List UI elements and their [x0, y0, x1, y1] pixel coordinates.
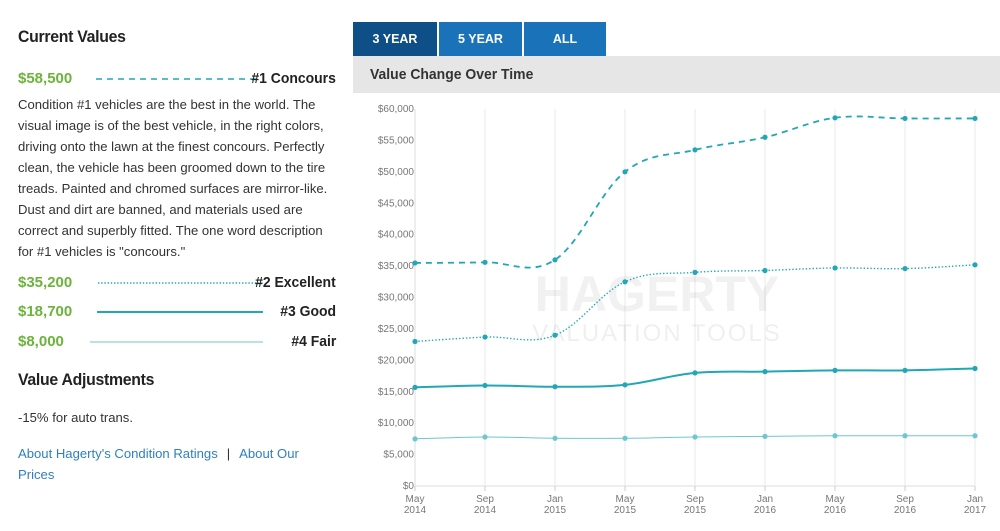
y-tick-label: $30,000: [378, 293, 415, 304]
data-point: [762, 134, 768, 140]
y-tick-label: $55,000: [378, 135, 415, 146]
y-tick-label: $60,000: [378, 104, 415, 115]
data-point: [692, 147, 698, 153]
link-separator: |: [226, 446, 231, 461]
legend-row-excellent: $35,200 #2 Excellent: [18, 274, 336, 296]
x-tick-year: 2015: [544, 505, 567, 516]
x-tick-month: May: [826, 494, 845, 505]
data-point: [412, 338, 418, 345]
y-tick-label: $0: [403, 481, 415, 492]
tab-5-year[interactable]: 5 YEAR: [439, 22, 522, 56]
watermark-brand: HAGERTY: [535, 266, 779, 322]
y-tick-label: $5,000: [383, 450, 414, 461]
current-values-title: Current Values: [18, 27, 126, 46]
data-point: [482, 334, 488, 340]
data-point: [972, 115, 978, 122]
label-excellent: #2 Excellent: [255, 274, 336, 291]
adjustment-text: -15% for auto trans.: [18, 410, 133, 425]
y-tick-label: $25,000: [378, 324, 415, 335]
watermark-sub: VALUATION TOOLS: [532, 320, 782, 347]
x-tick-year: 2016: [824, 505, 847, 516]
price-good: $18,700: [18, 303, 73, 320]
data-point: [972, 262, 978, 268]
x-tick-month: Jan: [547, 494, 563, 505]
data-point: [412, 436, 418, 442]
y-tick-label: $15,000: [378, 387, 415, 398]
data-point: [622, 279, 628, 285]
label-fair: #4 Fair: [291, 333, 336, 350]
data-point: [552, 257, 558, 263]
price-fair: $8,000: [18, 333, 64, 350]
data-point: [692, 269, 698, 275]
data-point: [832, 433, 838, 439]
legend-line-dashed: [96, 78, 261, 80]
data-point: [692, 434, 698, 440]
chart-header: Value Change Over Time: [353, 56, 1000, 93]
data-point: [902, 433, 908, 439]
data-point: [762, 433, 768, 439]
tab-3-year[interactable]: 3 YEAR: [353, 22, 437, 56]
x-tick-year: 2017: [964, 505, 987, 516]
data-point: [412, 384, 418, 390]
x-tick-month: Jan: [967, 494, 983, 505]
x-tick-year: 2015: [684, 505, 707, 516]
y-tick-label: $45,000: [378, 198, 415, 209]
legend-line-thin: [90, 341, 263, 343]
x-tick-month: Sep: [686, 494, 704, 505]
legend-row-good: $18,700 #3 Good: [18, 303, 336, 325]
value-adjustments-title: Value Adjustments: [18, 370, 155, 389]
y-tick-label: $10,000: [378, 418, 415, 429]
x-tick-month: May: [406, 494, 425, 505]
x-tick-year: 2014: [474, 505, 497, 516]
data-point: [482, 434, 488, 440]
data-point: [622, 169, 628, 175]
data-point: [622, 435, 628, 441]
price-concours: $58,500: [18, 70, 73, 87]
legend-row-fair: $8,000 #4 Fair: [18, 333, 336, 355]
data-point: [622, 382, 628, 388]
price-excellent: $35,200: [18, 274, 73, 291]
x-tick-month: Sep: [896, 494, 914, 505]
x-tick-year: 2014: [404, 505, 427, 516]
y-tick-label: $40,000: [378, 230, 415, 241]
data-point: [832, 115, 838, 121]
data-point: [692, 370, 698, 376]
data-point: [832, 265, 838, 271]
chart-title: Value Change Over Time: [370, 66, 534, 83]
legend-line-solid: [97, 311, 263, 313]
y-tick-label: $20,000: [378, 355, 415, 366]
data-point: [552, 332, 558, 338]
about-prices-link[interactable]: About Our Prices: [18, 446, 299, 482]
legend-row-concours: $58,500 #1 Concours: [18, 70, 336, 92]
condition-description: Condition #1 vehicles are the best in th…: [18, 97, 328, 259]
data-point: [902, 115, 908, 122]
x-tick-month: May: [616, 494, 635, 505]
data-point: [832, 367, 838, 373]
value-chart: May2014Sep2014Jan2015May2015Sep2015Jan20…: [378, 104, 987, 516]
x-tick-year: 2016: [754, 505, 777, 516]
data-point: [412, 260, 418, 266]
label-concours: #1 Concours: [251, 70, 336, 87]
data-point: [972, 365, 978, 372]
info-links: About Hagerty's Condition Ratings | About …: [18, 443, 336, 485]
data-point: [902, 265, 908, 272]
data-point: [972, 433, 978, 439]
x-tick-month: Jan: [757, 494, 773, 505]
x-tick-year: 2015: [614, 505, 637, 516]
label-good: #3 Good: [280, 303, 336, 320]
data-point: [552, 435, 558, 441]
data-point: [762, 267, 768, 274]
data-point: [552, 384, 558, 390]
data-point: [762, 369, 768, 375]
y-tick-label: $50,000: [378, 167, 415, 178]
condition-ratings-link[interactable]: About Hagerty's Condition Ratings: [18, 446, 218, 461]
x-tick-month: Sep: [476, 494, 494, 505]
series-line-1: [414, 115, 976, 269]
y-tick-label: $35,000: [378, 261, 415, 272]
data-point: [482, 382, 488, 389]
x-tick-year: 2016: [894, 505, 917, 516]
tab-all[interactable]: ALL: [524, 22, 606, 56]
data-point: [902, 367, 908, 373]
data-point: [482, 259, 488, 265]
